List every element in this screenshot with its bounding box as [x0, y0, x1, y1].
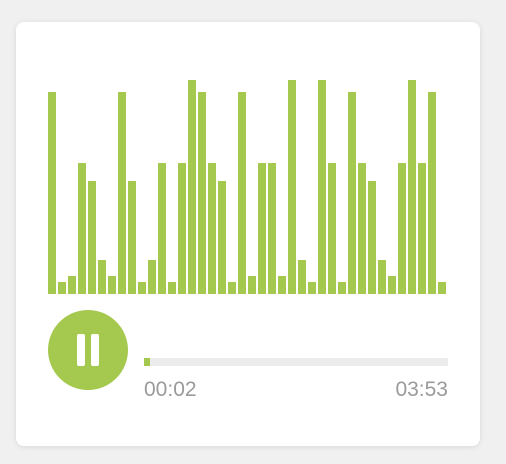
visualizer-bar [238, 92, 246, 294]
current-time: 00:02 [144, 378, 197, 401]
visualizer-bar [348, 92, 356, 294]
visualizer-bar [288, 80, 296, 294]
visualizer-bar [318, 80, 326, 294]
pause-icon [77, 334, 99, 366]
total-time: 03:53 [395, 378, 448, 401]
visualizer-bar [88, 181, 96, 294]
visualizer-bar [368, 181, 376, 294]
visualizer-bar [118, 92, 126, 294]
visualizer-bar [378, 260, 386, 294]
audio-player-card: 00:02 03:53 [16, 22, 480, 446]
progress-bar[interactable] [144, 358, 448, 366]
visualizer-bar [158, 163, 166, 294]
visualizer-bar [108, 276, 116, 294]
audio-visualizer [48, 22, 448, 294]
visualizer-bar [438, 282, 446, 294]
visualizer-bar [308, 282, 316, 294]
visualizer-bar [218, 181, 226, 294]
visualizer-bar [298, 260, 306, 294]
visualizer-bar [408, 80, 416, 294]
visualizer-bar [128, 181, 136, 294]
visualizer-bar [248, 276, 256, 294]
visualizer-bar [228, 282, 236, 294]
pause-button[interactable] [48, 310, 128, 390]
visualizer-bar [48, 92, 56, 294]
visualizer-bar [68, 276, 76, 294]
visualizer-bar [78, 163, 86, 294]
visualizer-bar [198, 92, 206, 294]
visualizer-bar [98, 260, 106, 294]
visualizer-bar [328, 163, 336, 294]
visualizer-bar [268, 163, 276, 294]
visualizer-bar [398, 163, 406, 294]
visualizer-bar [258, 163, 266, 294]
visualizer-bar [168, 282, 176, 294]
visualizer-bar [338, 282, 346, 294]
visualizer-bar [388, 276, 396, 294]
visualizer-bar [418, 163, 426, 294]
progress-fill [144, 358, 151, 366]
visualizer-bar [58, 282, 66, 294]
visualizer-bar [138, 282, 146, 294]
visualizer-bar [428, 92, 436, 294]
visualizer-bar [358, 163, 366, 294]
visualizer-bar [278, 276, 286, 294]
visualizer-bar [178, 163, 186, 294]
visualizer-bar [188, 80, 196, 294]
visualizer-bar [148, 260, 156, 294]
visualizer-bar [208, 163, 216, 294]
